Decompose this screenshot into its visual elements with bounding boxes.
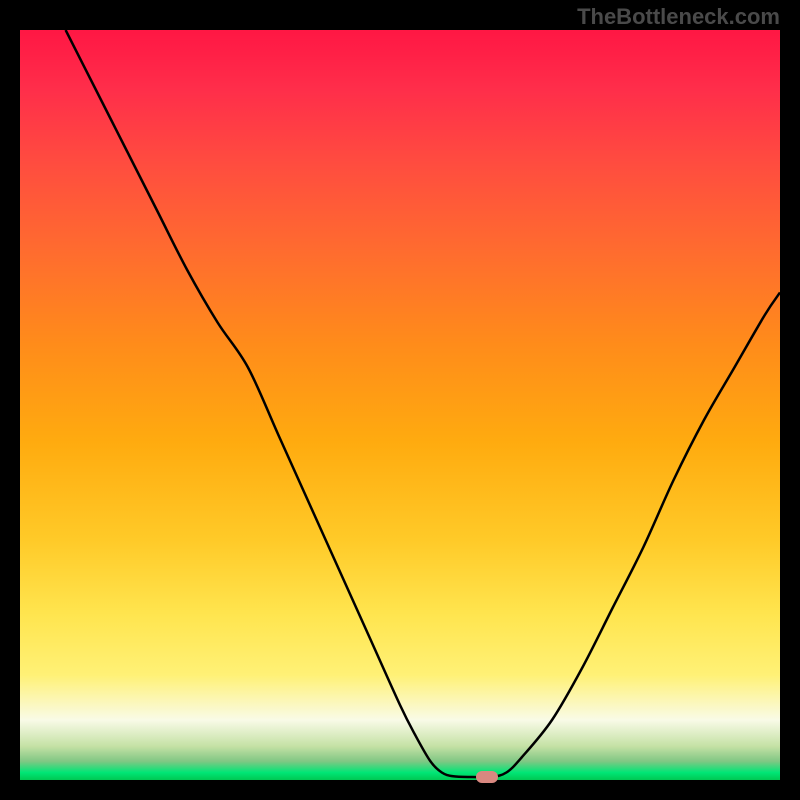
- valley-marker: [476, 771, 498, 783]
- curve-line: [20, 30, 780, 780]
- watermark-text: TheBottleneck.com: [577, 4, 780, 30]
- chart-container: [20, 30, 780, 780]
